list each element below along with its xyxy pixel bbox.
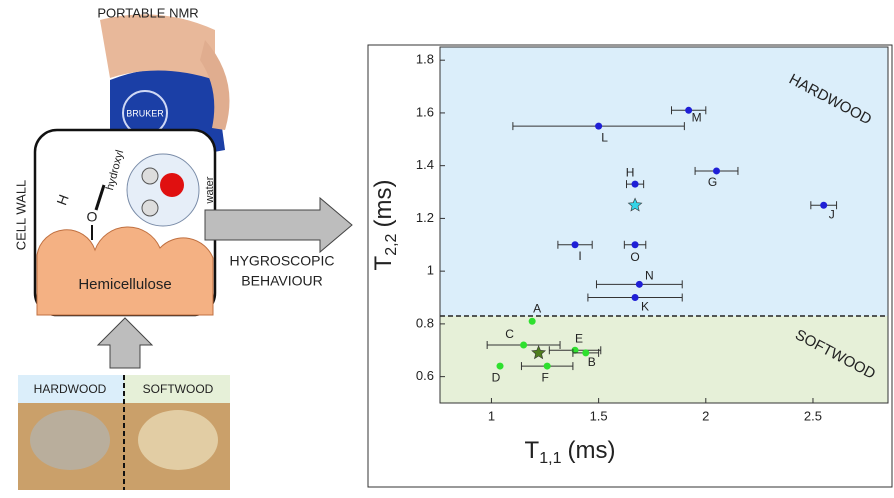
x-tick-label: 2.5 [804,408,822,423]
mean-point [531,345,547,360]
axis-label: T1,1 (ms) [525,437,616,467]
point-label: K [641,300,649,314]
point-label: G [708,175,717,189]
axis-sub: 1,1 [539,450,561,467]
x-tick-label: 1.5 [590,408,608,423]
point-label: D [492,370,501,384]
plot-frame [367,44,893,488]
point [496,362,504,370]
brand: BRUKER [126,108,164,118]
axes-box [439,46,889,404]
region [440,315,888,403]
x-tick-label: 1 [488,408,495,423]
x-tick-label: 2 [702,408,709,423]
point [631,294,639,302]
axis-symbol: T [525,437,540,464]
point-label: F [542,370,549,384]
point-label: H [626,165,635,179]
axis-unit: (ms) [567,437,615,464]
point [595,122,603,130]
point [543,362,551,370]
mean-point [627,197,643,212]
point [528,317,536,325]
point-label: O [630,250,639,264]
point [582,349,590,357]
y-tick-label: 1 [427,263,434,278]
point [635,280,643,288]
y-tick-label: 1.4 [416,157,434,172]
point-label: E [575,331,583,345]
point [685,106,693,114]
point [631,180,639,188]
hemicellulose [36,226,214,316]
point-label: M [692,110,702,124]
point-label: L [601,130,608,144]
device-title: PORTABLE NMR [97,5,198,20]
polymer-label: Hemicellulose [78,276,171,293]
arrow [96,317,154,369]
y-tick-label: 1.2 [416,210,434,225]
arrow-label: BEHAVIOUR [241,273,322,289]
point-label: J [829,207,835,221]
point-label: I [578,249,581,263]
arrow-label: HYGROSCOPIC [229,253,334,269]
y-tick-label: 0.8 [416,315,434,330]
y-tick-label: 1.8 [416,52,434,67]
axis-label: T2,2 (ms) [370,180,400,271]
arrow [204,196,353,254]
y-tick-label: 1.6 [416,104,434,119]
water: water [204,176,216,204]
sample-label: SOFTWOOD [143,382,214,396]
axis-sub: 2,2 [383,233,400,255]
point [713,167,721,175]
sample-label: HARDWOOD [34,382,107,396]
oxygen: O [87,209,98,225]
point [820,201,828,209]
point-label: C [505,327,514,341]
cell-wall-label: CELL WALL [13,180,28,251]
point [571,241,579,249]
y-tick-label: 0.6 [416,368,434,383]
axis-symbol: T [370,255,397,270]
point-label: B [588,355,596,369]
point [631,241,639,249]
point [520,341,528,349]
point-label: A [533,301,541,315]
point-label: N [645,269,654,283]
axis-unit: (ms) [370,180,397,228]
region [440,47,888,316]
